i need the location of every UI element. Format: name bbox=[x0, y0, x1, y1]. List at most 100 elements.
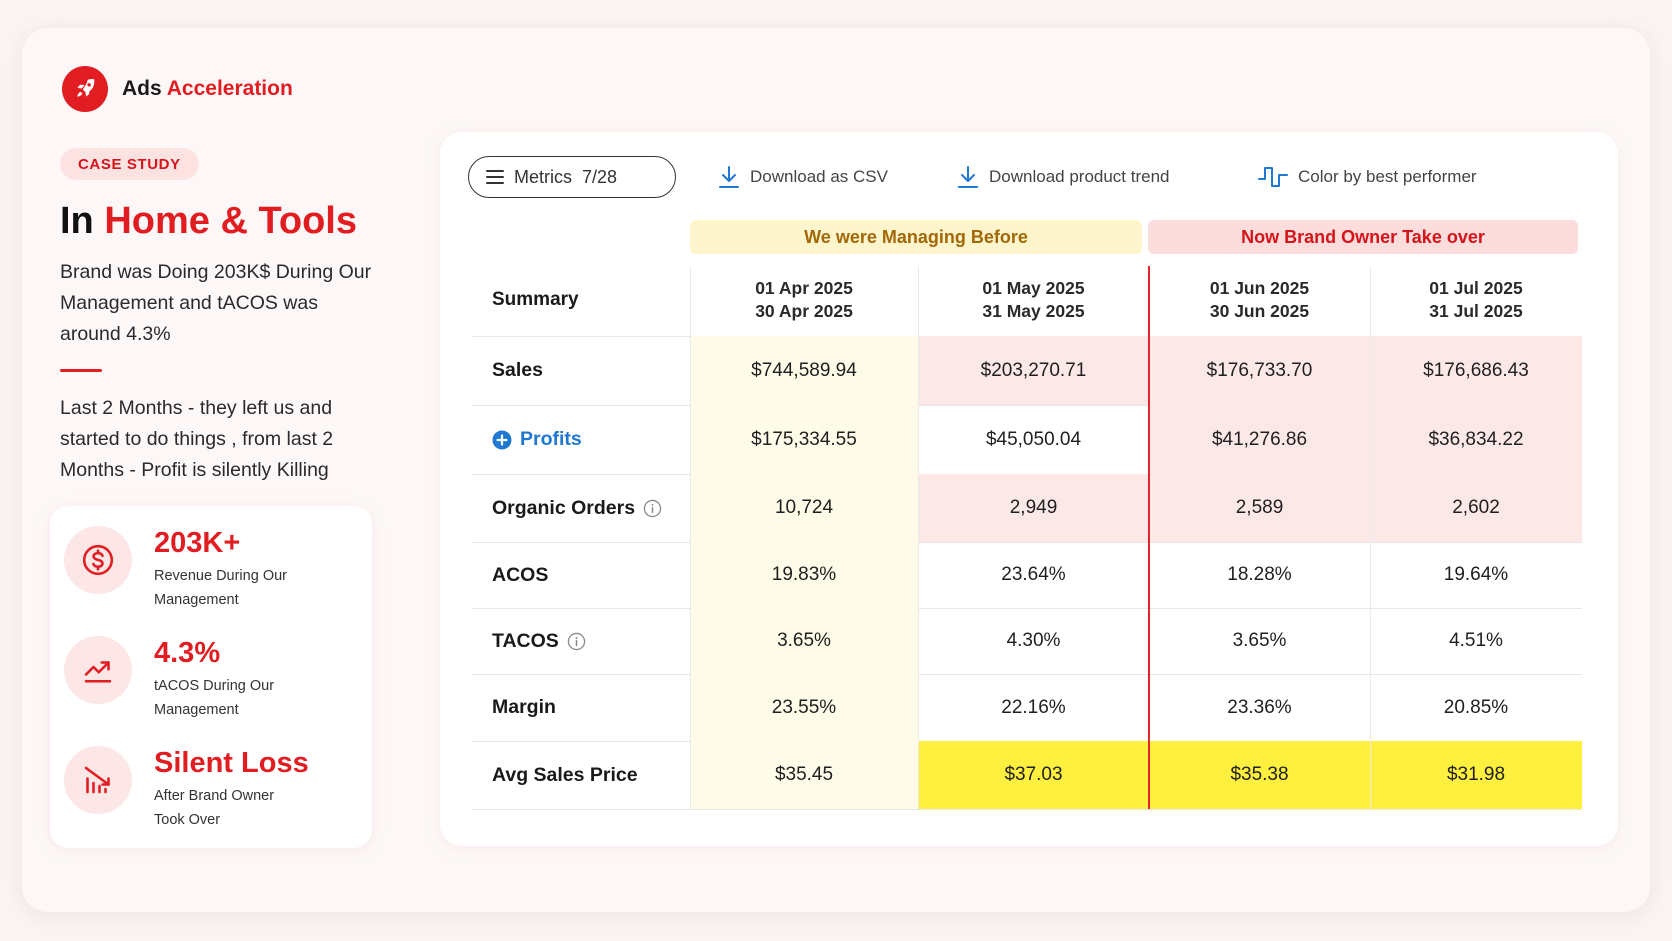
row-label-text: Sales bbox=[492, 359, 543, 381]
download-icon bbox=[958, 166, 978, 188]
table-cell: 3.65% bbox=[1232, 630, 1287, 651]
row-label-text: Organic Orders bbox=[492, 496, 636, 519]
row-divider bbox=[472, 674, 1582, 675]
plus-circle-icon[interactable] bbox=[492, 430, 512, 450]
download-csv-button[interactable]: Download as CSV bbox=[718, 156, 888, 198]
metrics-label: Metrics bbox=[514, 166, 572, 187]
table-cell: $176,733.70 bbox=[1149, 336, 1370, 405]
info-icon[interactable] bbox=[567, 632, 586, 651]
table-cell: $35.45 bbox=[690, 741, 918, 809]
pulse-icon bbox=[1258, 167, 1288, 187]
table-cell: 2,602 bbox=[1370, 474, 1582, 542]
column-header: 01 May 2025 31 May 2025 bbox=[918, 264, 1149, 336]
table-cell: 20.85% bbox=[1443, 696, 1509, 718]
column-divider bbox=[690, 266, 691, 809]
row-label: Organic Orders bbox=[492, 474, 662, 542]
stat-value: 4.3% bbox=[154, 637, 221, 669]
column-start-date: 01 Apr 2025 bbox=[755, 278, 853, 298]
table-cell: 3.65% bbox=[690, 608, 918, 674]
stat-label: Revenue During Our Management bbox=[154, 568, 287, 608]
table-cell: $45,050.04 bbox=[985, 428, 1082, 450]
stat-revenue: 203K+ Revenue During Our Management bbox=[64, 526, 304, 612]
column-end-date: 30 Apr 2025 bbox=[755, 301, 853, 321]
table-cell: $176,686.43 bbox=[1370, 336, 1582, 405]
stat-value: Silent Loss bbox=[154, 747, 309, 779]
table-cell: $35.38 bbox=[1149, 741, 1370, 809]
row-divider bbox=[472, 405, 1582, 406]
detail-text: Last 2 Months - they left us and started… bbox=[60, 397, 334, 481]
row-label-text: Profits bbox=[520, 428, 582, 450]
column-header: 01 Jul 2025 31 Jul 2025 bbox=[1370, 264, 1582, 336]
metrics-count: 7/28 bbox=[582, 166, 618, 187]
table-cell: 19.64% bbox=[1443, 564, 1509, 585]
table-cell: $744,589.94 bbox=[690, 336, 918, 405]
row-label-text: ACOS bbox=[492, 563, 549, 586]
headline-prefix: In bbox=[60, 200, 94, 242]
table-cell: 22.16% bbox=[1001, 696, 1066, 718]
rocket-icon bbox=[62, 66, 108, 112]
stat-label: After Brand Owner Took Over bbox=[154, 788, 275, 828]
brand-name: Ads Acceleration bbox=[122, 77, 293, 101]
table-cell: $37.03 bbox=[918, 741, 1149, 809]
row-label[interactable]: Profits bbox=[492, 405, 582, 474]
column-divider bbox=[918, 266, 919, 809]
stat-tacos: 4.3% tACOS During Our Management bbox=[64, 636, 304, 722]
column-end-date: 30 Jun 2025 bbox=[1209, 301, 1310, 321]
column-end-date: 31 Jul 2025 bbox=[1429, 301, 1523, 321]
toolbar: Metrics 7/28 Download as CSV Download pr… bbox=[468, 156, 1477, 198]
table-cell: $41,276.86 bbox=[1149, 405, 1370, 474]
row-label-text: Avg Sales Price bbox=[492, 763, 638, 786]
table-cell: 4.30% bbox=[1006, 630, 1061, 651]
column-start-date: 01 May 2025 bbox=[982, 278, 1085, 298]
table-cell: 10,724 bbox=[690, 474, 918, 542]
row-label-text: Margin bbox=[492, 696, 556, 718]
row-label-text: TACOS bbox=[492, 629, 559, 652]
row-divider bbox=[472, 809, 1582, 810]
stat-value: 203K+ bbox=[154, 527, 241, 559]
summary-header: Summary bbox=[492, 289, 579, 310]
intro-text: Brand was Doing 203K$ During Our Managem… bbox=[60, 261, 372, 345]
trend-up-icon bbox=[64, 636, 132, 704]
brand-name-part2: Acceleration bbox=[166, 77, 293, 100]
column-header: 01 Apr 2025 30 Apr 2025 bbox=[690, 264, 918, 336]
table-cell: $31.98 bbox=[1370, 741, 1582, 809]
table-cell: $203,270.71 bbox=[918, 336, 1149, 405]
table-cell: $36,834.22 bbox=[1370, 405, 1582, 474]
menu-icon bbox=[486, 170, 504, 184]
brand: Ads Acceleration bbox=[62, 66, 293, 112]
takeover-divider bbox=[1148, 266, 1150, 809]
divider bbox=[60, 369, 102, 372]
download-trend-button[interactable]: Download product trend bbox=[957, 156, 1170, 198]
table-cell: 23.55% bbox=[690, 674, 918, 741]
stat-label: tACOS During Our Management bbox=[154, 678, 275, 718]
download-trend-label: Download product trend bbox=[989, 167, 1170, 186]
table-cell: 23.36% bbox=[1227, 696, 1292, 718]
stat-silent-loss: Silent Loss After Brand Owner Took Over bbox=[64, 746, 309, 832]
row-label: Sales bbox=[492, 336, 543, 405]
table-cell: 18.28% bbox=[1227, 564, 1292, 585]
group-header-before: We were Managing Before bbox=[690, 220, 1142, 254]
column-start-date: 01 Jun 2025 bbox=[1209, 278, 1310, 298]
stats-card: 203K+ Revenue During Our Management 4.3%… bbox=[50, 506, 372, 848]
info-icon[interactable] bbox=[643, 499, 662, 518]
column-header: 01 Jun 2025 30 Jun 2025 bbox=[1149, 264, 1370, 336]
case-study-badge: CASE STUDY bbox=[60, 148, 199, 180]
table-cell: 2,589 bbox=[1149, 474, 1370, 542]
row-divider bbox=[472, 542, 1582, 543]
row-label: ACOS bbox=[492, 542, 548, 608]
row-divider bbox=[472, 608, 1582, 609]
row-label: Margin bbox=[492, 674, 556, 741]
column-start-date: 01 Jul 2025 bbox=[1429, 278, 1523, 298]
color-by-label: Color by best performer bbox=[1298, 167, 1477, 186]
row-label: Avg Sales Price bbox=[492, 741, 638, 809]
row-label: TACOS bbox=[492, 608, 586, 674]
color-by-best-button[interactable]: Color by best performer bbox=[1258, 156, 1477, 198]
download-csv-label: Download as CSV bbox=[750, 167, 888, 186]
metrics-button[interactable]: Metrics 7/28 bbox=[468, 156, 676, 198]
download-icon bbox=[719, 166, 739, 188]
headline-highlight: Home & Tools bbox=[104, 200, 357, 242]
table-cell: 19.83% bbox=[690, 542, 918, 608]
table-cell: $175,334.55 bbox=[690, 405, 918, 474]
page-title: In Home & Tools bbox=[60, 200, 357, 243]
table-cell: 2,949 bbox=[918, 474, 1149, 542]
